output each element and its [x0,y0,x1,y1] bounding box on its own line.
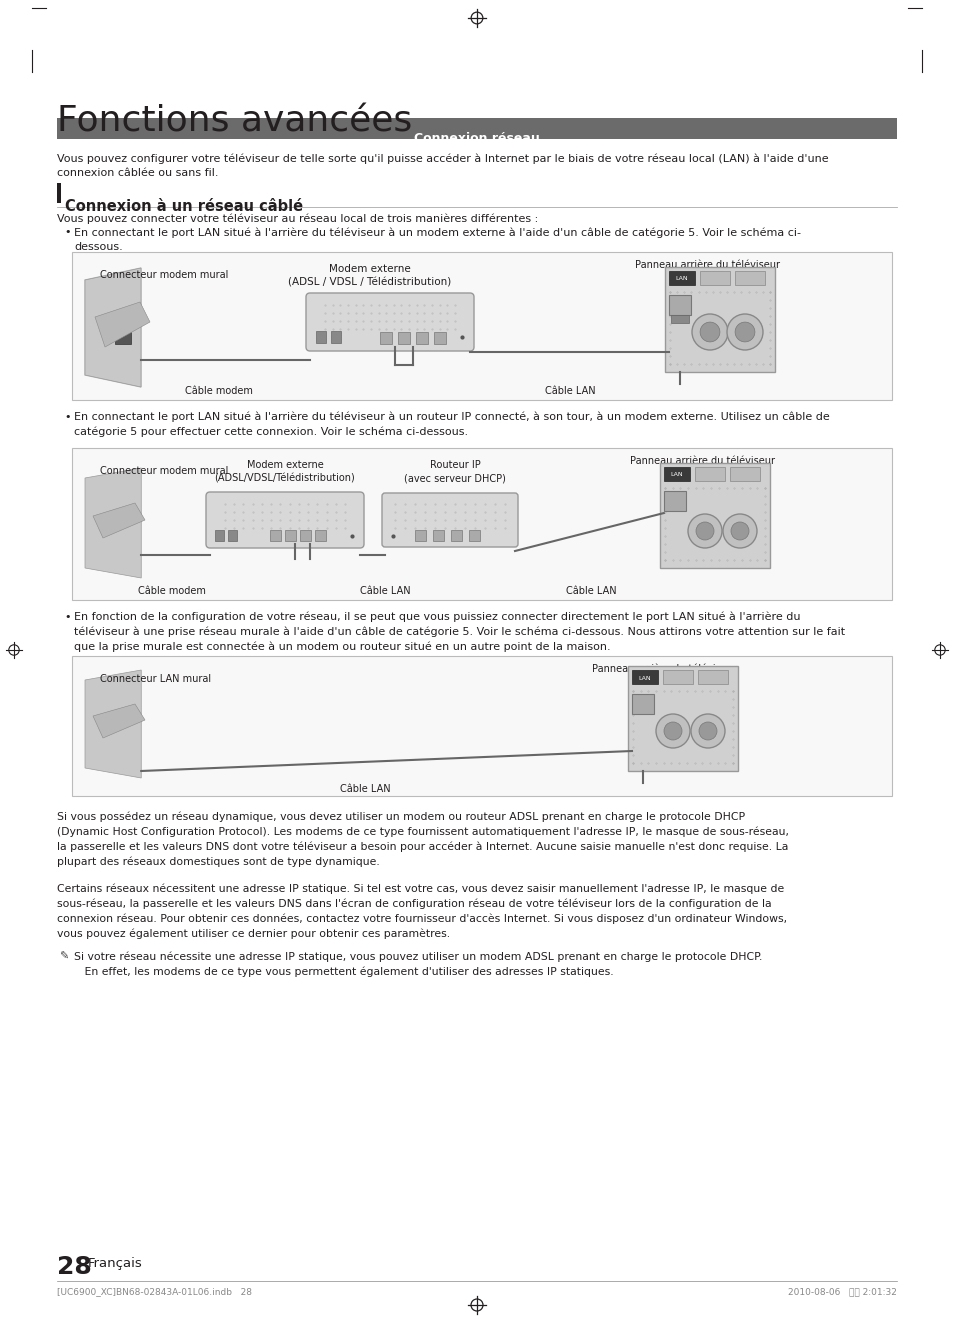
Text: Panneau arrière du téléviseur: Panneau arrière du téléviseur [629,456,774,466]
Text: Connecteur LAN mural: Connecteur LAN mural [100,674,211,684]
FancyBboxPatch shape [214,530,224,542]
FancyBboxPatch shape [228,530,236,542]
FancyBboxPatch shape [663,491,685,511]
Text: Connecteur modem mural: Connecteur modem mural [100,269,228,280]
FancyBboxPatch shape [306,293,474,351]
FancyBboxPatch shape [698,670,727,684]
Circle shape [691,314,727,350]
FancyBboxPatch shape [433,530,443,542]
Text: Si votre réseau nécessite une adresse IP statique, vous pouvez utiliser un modem: Si votre réseau nécessite une adresse IP… [74,952,761,978]
Text: Vous pouvez connecter votre téléviseur au réseau local de trois manières différe: Vous pouvez connecter votre téléviseur a… [57,214,537,225]
FancyBboxPatch shape [71,252,891,400]
FancyBboxPatch shape [314,530,326,542]
Text: Panneau arrière du téléviseur: Panneau arrière du téléviseur [635,260,780,269]
Text: Câble LAN: Câble LAN [359,587,410,596]
Polygon shape [92,704,145,738]
Text: En connectant le port LAN situé à l'arrière du téléviseur à un modem externe à l: En connectant le port LAN situé à l'arri… [74,227,801,251]
FancyBboxPatch shape [631,694,654,713]
Text: Panneau arrière du téléviseur: Panneau arrière du téléviseur [592,664,737,674]
Text: Modem externe
(ADSL/VDSL/Télédistribution): Modem externe (ADSL/VDSL/Télédistributio… [214,460,355,483]
Text: Connexion réseau: Connexion réseau [414,132,539,145]
Text: Câble LAN: Câble LAN [544,386,595,396]
Text: Modem externe
(ADSL / VDSL / Télédistribution): Modem externe (ADSL / VDSL / Télédistrib… [288,264,451,287]
Circle shape [663,723,681,740]
FancyBboxPatch shape [469,530,479,542]
FancyBboxPatch shape [695,468,724,481]
Text: Câble LAN: Câble LAN [565,587,616,596]
FancyBboxPatch shape [285,530,295,542]
FancyBboxPatch shape [662,670,692,684]
Text: LAN: LAN [638,675,651,680]
Polygon shape [85,268,141,387]
FancyBboxPatch shape [331,332,340,343]
FancyBboxPatch shape [416,332,428,343]
Circle shape [687,514,721,548]
Text: Fonctions avancées: Fonctions avancées [57,104,412,137]
Text: Certains réseaux nécessitent une adresse IP statique. Si tel est votre cas, vous: Certains réseaux nécessitent une adresse… [57,884,786,939]
FancyBboxPatch shape [729,468,760,481]
Text: Français: Français [88,1258,143,1269]
Text: Connexion à un réseau câblé: Connexion à un réseau câblé [65,199,303,214]
FancyBboxPatch shape [700,271,729,285]
Polygon shape [85,670,141,778]
FancyBboxPatch shape [57,184,61,203]
FancyBboxPatch shape [397,332,410,343]
Text: En connectant le port LAN situé à l'arrière du téléviseur à un routeur IP connec: En connectant le port LAN situé à l'arri… [74,412,829,437]
Text: LAN: LAN [675,276,688,281]
FancyBboxPatch shape [115,332,131,343]
FancyBboxPatch shape [71,448,891,600]
Text: ✎: ✎ [59,952,69,962]
Circle shape [696,522,713,540]
Circle shape [699,723,717,740]
FancyBboxPatch shape [659,462,769,568]
Circle shape [690,713,724,748]
FancyBboxPatch shape [734,271,764,285]
FancyBboxPatch shape [664,267,774,373]
FancyBboxPatch shape [381,493,517,547]
Circle shape [726,314,762,350]
Text: [UC6900_XC]BN68-02843A-01L06.indb   28: [UC6900_XC]BN68-02843A-01L06.indb 28 [57,1287,252,1296]
Text: Câble modem: Câble modem [185,386,253,396]
FancyBboxPatch shape [434,332,446,343]
FancyBboxPatch shape [57,118,896,139]
FancyBboxPatch shape [299,530,311,542]
FancyBboxPatch shape [379,332,392,343]
FancyBboxPatch shape [668,295,690,314]
FancyBboxPatch shape [627,666,738,771]
Text: •: • [64,412,71,421]
Polygon shape [95,303,150,347]
Circle shape [700,322,720,342]
Text: En fonction de la configuration de votre réseau, il se peut que vous puissiez co: En fonction de la configuration de votre… [74,612,844,653]
Text: 2010-08-06   오후 2:01:32: 2010-08-06 오후 2:01:32 [787,1287,896,1296]
Text: Si vous possédez un réseau dynamique, vous devez utiliser un modem ou routeur AD: Si vous possédez un réseau dynamique, vo… [57,812,788,867]
FancyBboxPatch shape [415,530,426,542]
Text: Câble modem: Câble modem [138,587,206,596]
Circle shape [735,322,754,342]
FancyBboxPatch shape [206,491,364,548]
FancyBboxPatch shape [71,657,891,797]
Text: •: • [64,227,71,236]
Text: Connecteur modem mural: Connecteur modem mural [100,466,228,476]
Text: LAN: LAN [670,473,682,477]
FancyBboxPatch shape [670,314,688,324]
FancyBboxPatch shape [663,468,689,481]
Circle shape [730,522,748,540]
Circle shape [722,514,757,548]
Polygon shape [85,468,141,579]
Text: Routeur IP
(avec serveur DHCP): Routeur IP (avec serveur DHCP) [404,460,505,483]
Circle shape [656,713,689,748]
Polygon shape [85,268,141,387]
FancyBboxPatch shape [451,530,461,542]
Text: Vous pouvez configurer votre téléviseur de telle sorte qu'il puisse accéder à In: Vous pouvez configurer votre téléviseur … [57,153,828,177]
Text: •: • [64,612,71,622]
Text: 28: 28 [57,1255,91,1279]
Text: Câble LAN: Câble LAN [339,783,390,794]
Polygon shape [92,503,145,538]
FancyBboxPatch shape [270,530,281,542]
FancyBboxPatch shape [631,670,658,684]
FancyBboxPatch shape [315,332,326,343]
FancyBboxPatch shape [668,271,695,285]
